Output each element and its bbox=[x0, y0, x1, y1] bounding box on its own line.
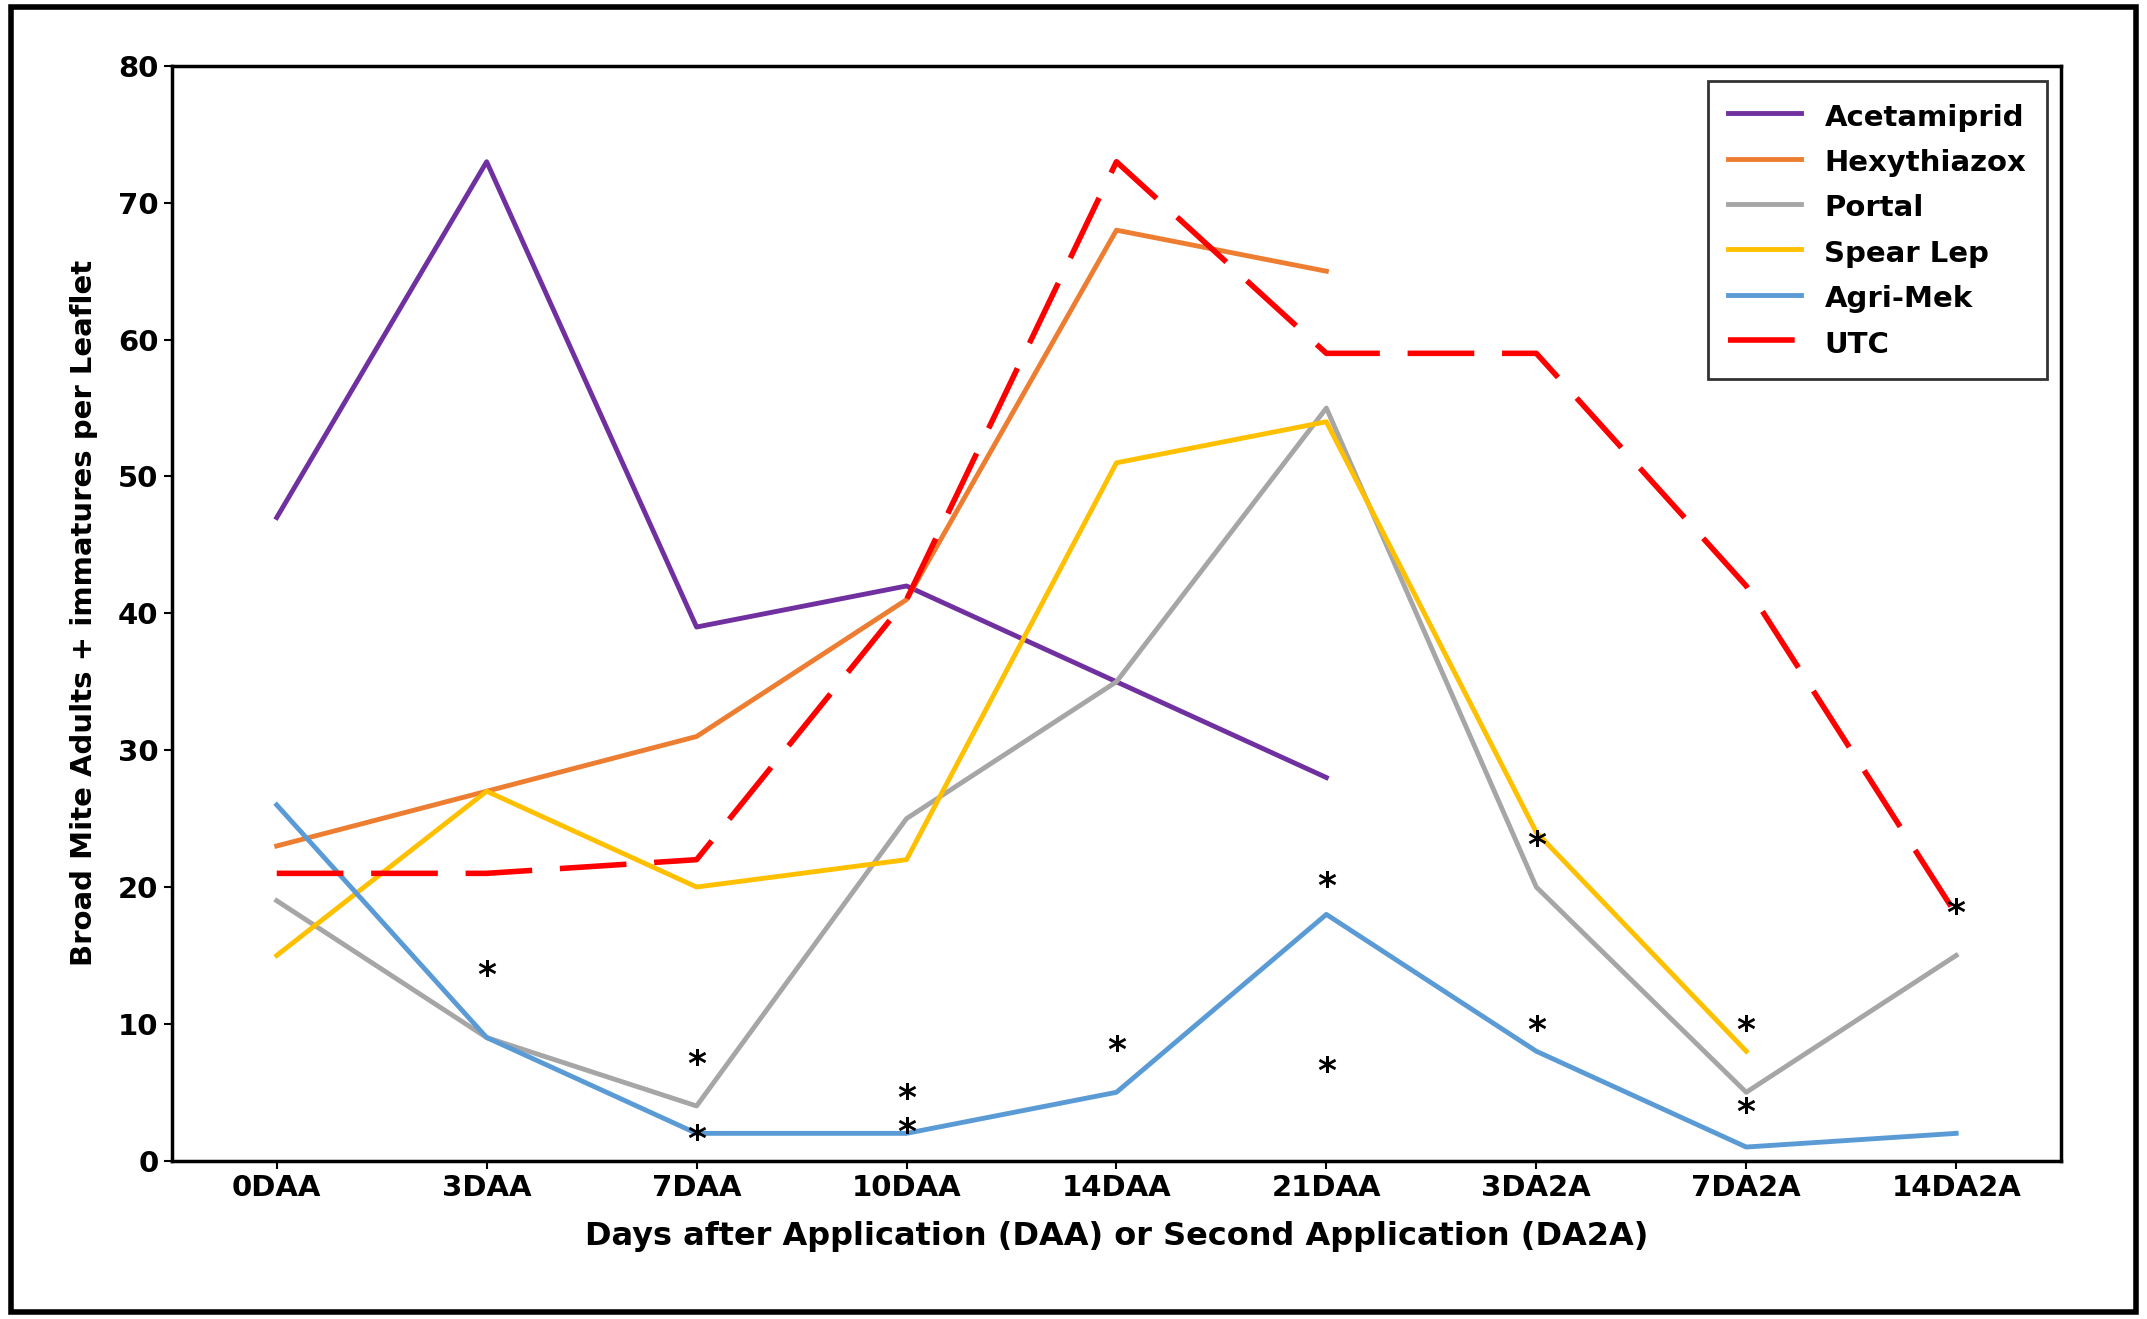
Text: *: * bbox=[1108, 1034, 1125, 1068]
Text: *: * bbox=[1527, 828, 1546, 863]
Text: *: * bbox=[1737, 1014, 1756, 1047]
Text: *: * bbox=[687, 1047, 706, 1082]
Text: *: * bbox=[1737, 1096, 1756, 1130]
X-axis label: Days after Application (DAA) or Second Application (DA2A): Days after Application (DAA) or Second A… bbox=[584, 1221, 1649, 1252]
Text: *: * bbox=[1527, 1014, 1546, 1047]
Text: *: * bbox=[687, 1124, 706, 1157]
Text: *: * bbox=[1316, 871, 1335, 904]
Text: *: * bbox=[897, 1082, 917, 1116]
Text: *: * bbox=[1947, 897, 1967, 931]
Text: *: * bbox=[477, 959, 496, 993]
Text: *: * bbox=[1316, 1055, 1335, 1088]
Y-axis label: Broad Mite Adults + immatures per Leaflet: Broad Mite Adults + immatures per Leafle… bbox=[71, 260, 99, 967]
Legend: Acetamiprid, Hexythiazox, Portal, Spear Lep, Agri-Mek, UTC: Acetamiprid, Hexythiazox, Portal, Spear … bbox=[1707, 80, 2046, 379]
Text: *: * bbox=[897, 1116, 917, 1150]
